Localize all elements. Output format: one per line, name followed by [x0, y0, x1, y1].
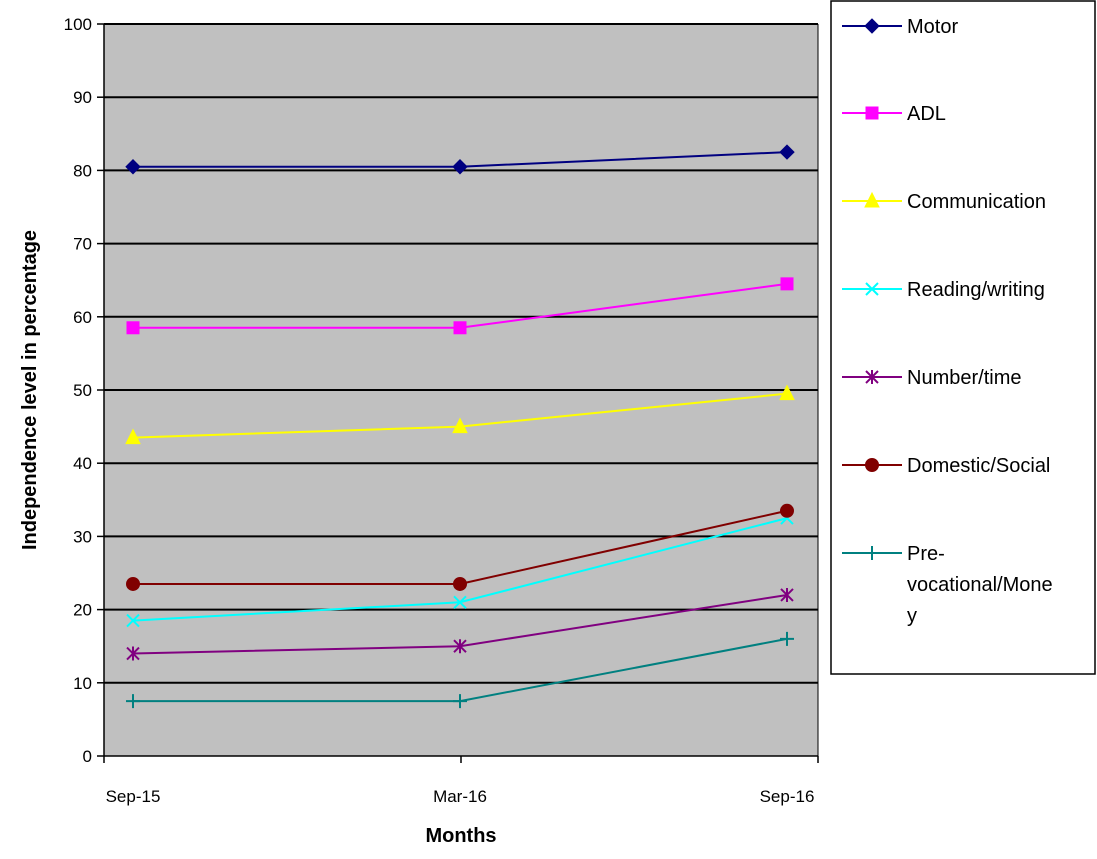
legend-marker — [865, 458, 879, 472]
y-axis-ticks: 0 10 20 30 40 50 60 70 80 90 100 — [64, 15, 104, 766]
y-tick-label: 40 — [73, 454, 92, 473]
y-tick-label: 90 — [73, 88, 92, 107]
data-point — [126, 321, 140, 335]
data-point — [126, 694, 140, 709]
data-point — [780, 503, 794, 518]
y-tick-label: 80 — [73, 161, 92, 180]
x-tick-label: Sep-15 — [106, 787, 161, 806]
legend-marker — [864, 191, 880, 208]
y-tick-label: 70 — [73, 235, 92, 254]
legend-item-pre-vocational-money: Pre-vocational/Mone y — [842, 543, 1053, 627]
legend-label: Communication — [907, 191, 1046, 213]
data-point — [780, 277, 794, 291]
y-axis-title: Independence level in percentage — [19, 230, 41, 550]
x-tick-label: Mar-16 — [433, 787, 487, 806]
series-communication — [125, 384, 795, 445]
x-tick-label: Sep-16 — [760, 787, 815, 806]
legend-item-adl: ADL — [842, 103, 946, 125]
y-tick-label: 20 — [73, 601, 92, 620]
legend-item-number-time: Number/time — [842, 367, 1021, 389]
y-tick-label: 10 — [73, 674, 92, 693]
legend-label: Motor — [907, 16, 958, 38]
y-tick-label: 30 — [73, 527, 92, 546]
x-axis-title: Months — [425, 825, 496, 847]
data-point — [453, 321, 467, 335]
legend-item-reading-writing: Reading/writing — [842, 279, 1045, 301]
legend-item-domestic-social: Domestic/Social — [842, 455, 1050, 477]
legend-marker — [864, 18, 880, 34]
legend-marker — [865, 546, 879, 560]
series-pre-vocational-money — [126, 631, 794, 709]
data-point — [453, 639, 467, 654]
data-point — [779, 144, 795, 160]
legend-marker — [865, 370, 879, 384]
data-point — [126, 613, 140, 628]
data-point — [453, 595, 467, 609]
data-point — [453, 576, 467, 591]
y-tick-label: 100 — [64, 15, 92, 34]
x-axis-ticks: Sep-15 Mar-16 Sep-16 — [103, 756, 819, 806]
y-tick-label: 0 — [83, 747, 92, 766]
legend-label: Domestic/Social — [907, 455, 1050, 477]
series-motor — [125, 144, 795, 175]
y-tick-label: 50 — [73, 381, 92, 400]
series-adl — [126, 277, 794, 335]
data-point — [453, 694, 467, 709]
legend-marker — [865, 282, 879, 296]
y-tick-label: 60 — [73, 308, 92, 327]
legend: Motor ADL Communication Reading/writing Numb… — [830, 0, 1096, 675]
series-domestic-social — [126, 503, 794, 591]
legend-item-motor: Motor — [842, 16, 958, 38]
legend-marker — [865, 106, 879, 120]
series-layer — [125, 144, 795, 709]
legend-label: y — [907, 605, 917, 627]
data-point — [780, 587, 794, 602]
data-point — [452, 159, 468, 175]
data-point — [125, 428, 141, 445]
grid — [104, 23, 818, 684]
data-point — [125, 159, 141, 175]
legend-label: Number/time — [907, 367, 1021, 389]
data-point — [452, 417, 468, 434]
legend-label: ADL — [907, 103, 946, 125]
series-number-time — [126, 587, 794, 661]
data-point — [126, 646, 140, 661]
legend-label: Reading/writing — [907, 279, 1045, 301]
legend-label: vocational/Mone — [907, 574, 1053, 596]
data-point — [779, 384, 795, 401]
data-point — [126, 576, 140, 591]
legend-label: Pre- — [907, 543, 945, 565]
legend-item-communication: Communication — [842, 191, 1046, 213]
data-point — [780, 631, 794, 646]
